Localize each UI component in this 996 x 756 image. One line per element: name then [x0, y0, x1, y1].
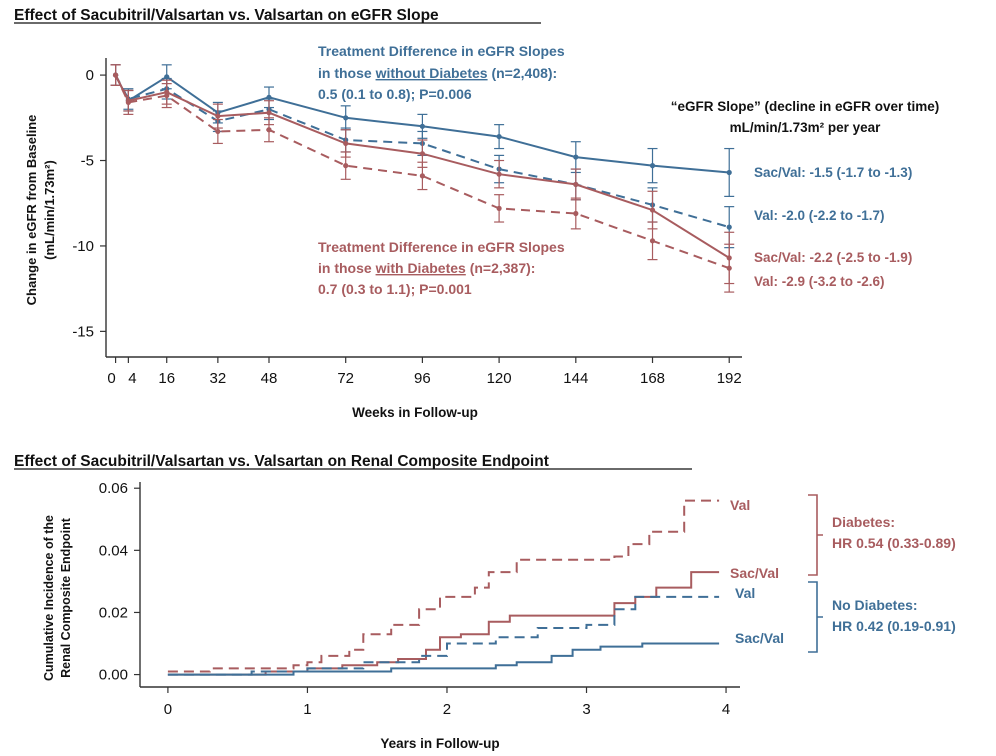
- egfr-diabetes-val-point: [496, 205, 502, 211]
- egfr-x-tick-label: 32: [210, 370, 227, 387]
- diabetes-annot-line1: Treatment Difference in eGFR Slopes: [318, 239, 565, 255]
- renal-no-diabetes-sac-val-step-line: [167, 642, 720, 676]
- egfr-no-diabetes-sac-val-point: [649, 163, 656, 169]
- egfr-y-tick-label: 0: [86, 67, 94, 84]
- no-diabetes-annot-line3: 0.5 (0.1 to 0.8); P=0.006: [318, 86, 472, 102]
- egfr-x-tick-label: 96: [414, 370, 431, 387]
- diabetes-annot-line2: in those with Diabetes (n=2,387):: [318, 260, 535, 276]
- egfr-diabetes-val-point: [164, 92, 170, 99]
- egfr-series: [110, 64, 735, 293]
- diabetes-bracket: [808, 494, 823, 576]
- egfr-diabetes-val-point: [266, 127, 272, 133]
- egfr-x-tick-label: 168: [640, 370, 665, 387]
- renal-diabetes-sacval-label: Sac/Val: [730, 565, 779, 581]
- renal-ylabel-line2: Renal Composite Endpoint: [59, 517, 73, 678]
- renal-nodiabetes-val-label: Val: [735, 585, 755, 601]
- renal-x-tick-label: 0: [164, 701, 172, 718]
- egfr-panel-title: Effect of Sacubitril/Valsartan vs. Valsa…: [14, 7, 439, 24]
- egfr-no-diabetes-val-point: [726, 224, 732, 230]
- diabetes-annot-line3: 0.7 (0.3 to 1.1); P=0.001: [318, 281, 472, 297]
- no-diabetes-annot-line1: Treatment Difference in eGFR Slopes: [318, 43, 565, 59]
- diabetes-group-title: Diabetes:: [832, 514, 895, 530]
- egfr-xlabel: Weeks in Follow-up: [352, 405, 478, 420]
- slope-title-line2: mL/min/1.73m² per year: [730, 120, 882, 135]
- renal-y-tick-label: 0.06: [99, 480, 128, 497]
- renal-axis-ticks: 0 1 2 3 4 0.00 0.02 0.04 0.06: [99, 480, 730, 718]
- slope-nodiabetes-val: Val: -2.0 (-2.2 to -1.7): [754, 208, 885, 223]
- renal-y-tick-label: 0.04: [99, 542, 128, 559]
- egfr-diabetes-val-point: [112, 72, 119, 78]
- egfr-x-tick-label: 4: [128, 370, 136, 387]
- egfr-no-diabetes-sac-val-point: [496, 133, 502, 140]
- egfr-diabetes-sac-val-point: [343, 140, 349, 147]
- renal-y-tick-label: 0.00: [99, 667, 128, 684]
- renal-diabetes-val-step-line: [167, 499, 720, 673]
- slope-title-line1: “eGFR Slope” (decline in eGFR over time): [671, 99, 940, 114]
- egfr-x-tick-label: 16: [158, 370, 175, 387]
- renal-x-tick-label: 2: [443, 701, 451, 718]
- renal-diabetes-sac-val-step-line: [167, 571, 720, 676]
- egfr-x-tick-label: 192: [717, 370, 742, 387]
- egfr-diabetes-sac-val-point: [496, 171, 502, 177]
- no-diabetes-group-hr: HR 0.42 (0.19-0.91): [832, 618, 956, 634]
- egfr-diabetes-sac-val-point: [649, 207, 656, 213]
- slope-diabetes-val: Val: -2.9 (-3.2 to -2.6): [754, 274, 885, 289]
- egfr-diabetes-val-point: [726, 265, 732, 271]
- renal-no-diabetes-val-step-line: [167, 595, 720, 676]
- egfr-no-diabetes-sac-val-point: [419, 123, 426, 129]
- renal-xlabel: Years in Follow-up: [380, 736, 499, 751]
- egfr-no-diabetes-sac-val-point: [573, 154, 579, 160]
- no-diabetes-treatment-difference: Treatment Difference in eGFR Slopes in t…: [318, 43, 565, 102]
- egfr-diabetes-val-point: [419, 173, 426, 179]
- egfr-x-tick-label: 72: [337, 370, 354, 387]
- egfr-diabetes-val-point: [215, 128, 221, 135]
- egfr-no-diabetes-sac-val-point: [343, 115, 349, 121]
- diabetes-treatment-difference: Treatment Difference in eGFR Slopes in t…: [318, 239, 565, 297]
- egfr-no-diabetes-sac-val-point: [726, 169, 732, 176]
- egfr-ylabel-line1: Change in eGFR from Baseline: [24, 115, 39, 306]
- egfr-diabetes-sac-val-point: [419, 151, 426, 157]
- egfr-diabetes-val-point: [649, 238, 656, 244]
- egfr-slope-panel: Effect of Sacubitril/Valsartan vs. Valsa…: [14, 7, 939, 420]
- slope-nodiabetes-sacval: Sac/Val: -1.5 (-1.7 to -1.3): [754, 165, 912, 180]
- egfr-ylabel-line2: (mL/min/1.73m²): [42, 160, 57, 260]
- slope-diabetes-sacval: Sac/Val: -2.2 (-2.5 to -1.9): [754, 250, 912, 265]
- egfr-diabetes-val-series: [110, 64, 735, 293]
- egfr-diabetes-val-point: [573, 210, 579, 217]
- renal-x-tick-label: 3: [582, 701, 590, 718]
- no-diabetes-annot-line2: in those without Diabetes (n=2,408):: [318, 65, 557, 81]
- egfr-diabetes-sac-val-point: [573, 181, 579, 188]
- egfr-x-tick-label: 48: [261, 370, 278, 387]
- egfr-diabetes-val-line: [114, 74, 730, 270]
- egfr-diabetes-val-point: [125, 99, 131, 106]
- renal-diabetes-val-label: Val: [730, 497, 750, 513]
- egfr-diabetes-sac-val-point: [266, 110, 272, 116]
- diabetes-group-hr: HR 0.54 (0.33-0.89): [832, 535, 956, 551]
- renal-panel-title: Effect of Sacubitril/Valsartan vs. Valsa…: [14, 453, 549, 470]
- renal-x-tick-label: 4: [722, 701, 730, 718]
- egfr-y-tick-label: -5: [81, 153, 94, 170]
- renal-composite-panel: Effect of Sacubitril/Valsartan vs. Valsa…: [14, 453, 956, 751]
- renal-y-tick-label: 0.02: [99, 604, 128, 621]
- renal-x-tick-label: 1: [303, 701, 311, 718]
- renal-ylabel-line1: Cumulative Incidence of the: [42, 515, 56, 681]
- renal-series: [167, 499, 720, 676]
- egfr-x-tick-label: 0: [107, 370, 115, 387]
- renal-nodiabetes-sacval-label: Sac/Val: [735, 630, 784, 646]
- egfr-diabetes-val-point: [343, 163, 349, 169]
- no-diabetes-group-title: No Diabetes:: [832, 597, 918, 613]
- egfr-y-tick-label: -10: [72, 238, 94, 255]
- egfr-x-tick-label: 144: [563, 370, 588, 387]
- egfr-x-tick-label: 120: [487, 370, 512, 387]
- no-diabetes-bracket: [808, 581, 823, 653]
- egfr-diabetes-sac-val-point: [215, 113, 221, 119]
- egfr-y-tick-label: -15: [72, 323, 94, 340]
